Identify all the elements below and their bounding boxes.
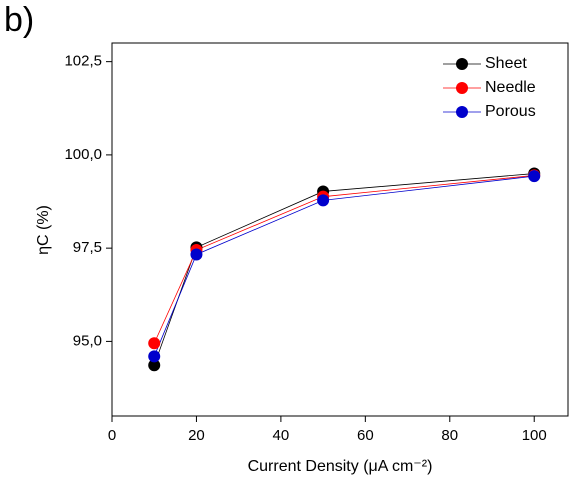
y-axis-label: ηC (%) (35, 205, 52, 255)
plot-frame (111, 42, 569, 417)
data-point (148, 359, 161, 372)
y-tick-label: 100,0 (64, 146, 102, 163)
legend-label: Sheet (485, 55, 527, 72)
legend-marker (456, 58, 468, 70)
panel-label: b) (4, 1, 34, 39)
x-axis-label: Current Density (μA cm⁻²) (248, 458, 433, 475)
x-tick-label: 60 (357, 427, 374, 444)
series-line (153, 175, 535, 344)
series-line (153, 173, 535, 366)
y-tick-label: 97,5 (73, 239, 102, 256)
data-point (528, 170, 541, 183)
data-point (317, 194, 330, 207)
x-tick-label: 20 (188, 427, 205, 444)
legend-label: Porous (485, 103, 536, 120)
x-tick-label: 100 (522, 427, 547, 444)
y-tick-label: 102,5 (64, 53, 102, 70)
data-point (148, 350, 161, 363)
y-tick-label: 95,0 (73, 332, 102, 349)
legend-marker (456, 82, 468, 94)
x-tick-label: 0 (108, 427, 116, 444)
x-tick-label: 40 (273, 427, 290, 444)
data-point (190, 248, 203, 261)
series-line (153, 175, 535, 357)
legend-marker (456, 106, 468, 118)
legend-label: Needle (485, 79, 536, 96)
x-tick-label: 80 (441, 427, 458, 444)
data-point (148, 337, 161, 350)
